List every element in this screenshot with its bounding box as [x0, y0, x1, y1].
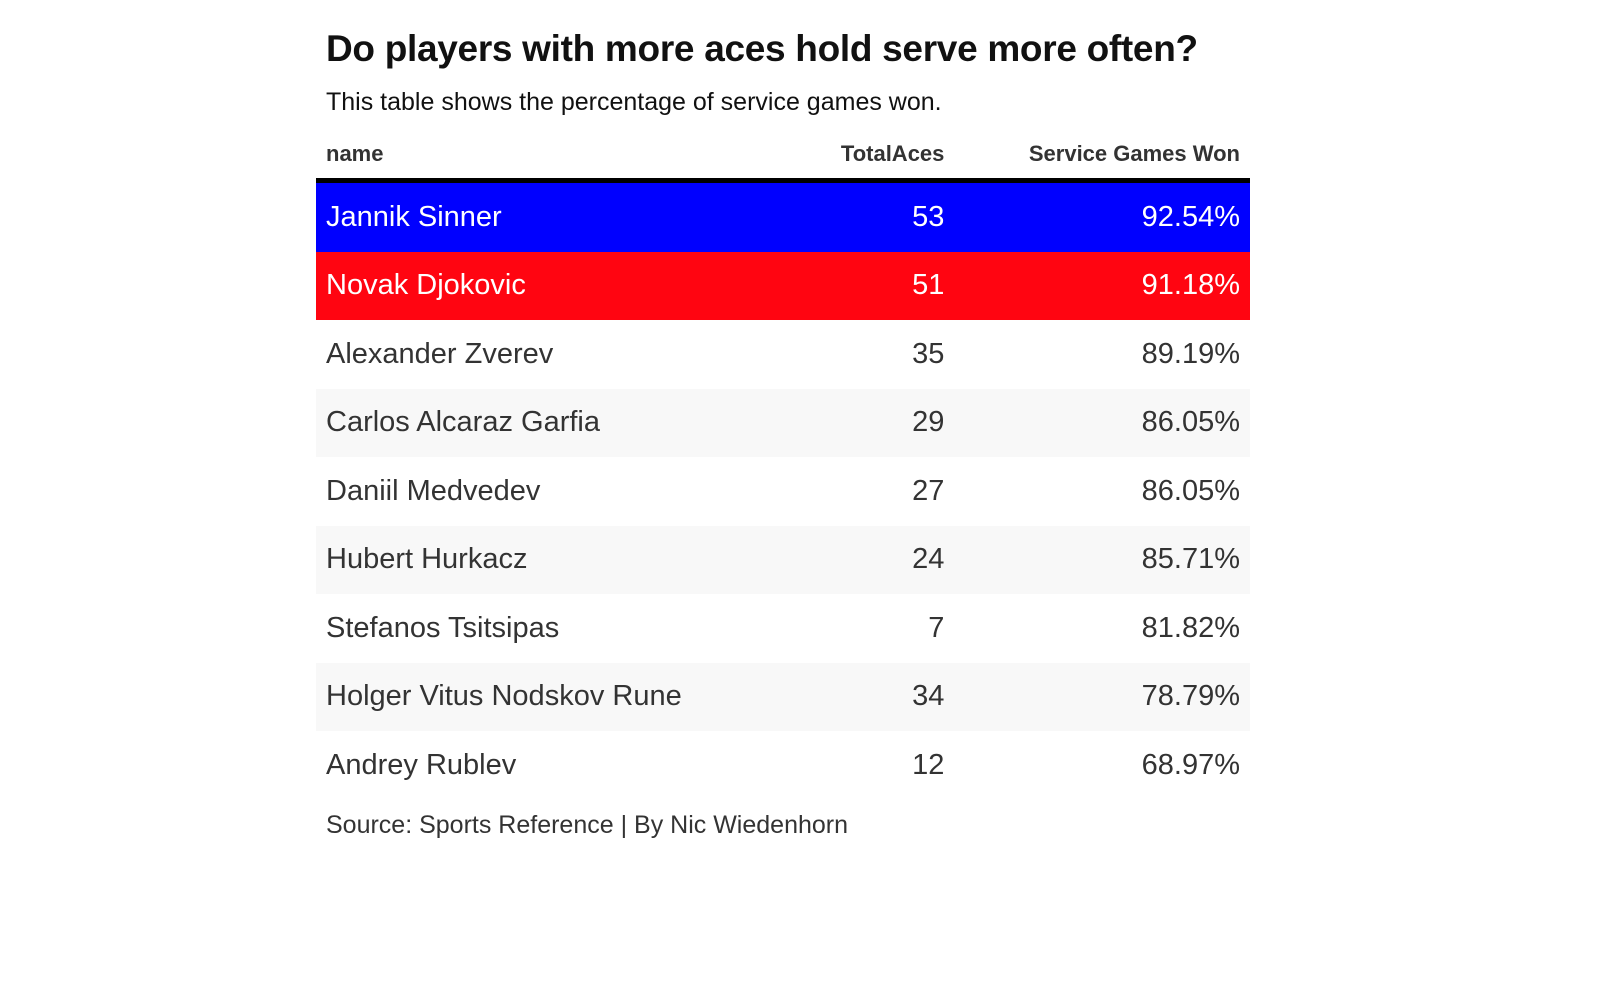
source-note: Source: Sports Reference | By Nic Wieden…: [326, 810, 849, 839]
table-row: Andrey Rublev 12 68.97%: [316, 731, 1250, 800]
cell-service-games-won: 91.18%: [954, 251, 1250, 320]
table-row: Holger Vitus Nodskov Rune 34 78.79%: [316, 662, 1250, 731]
cell-player-name: Carlos Alcaraz Garfia: [316, 388, 797, 457]
cell-service-games-won: 78.79%: [954, 662, 1250, 731]
header-row: name TotalAces Service Games Won: [316, 130, 1250, 183]
cell-player-name: Alexander Zverev: [326, 337, 554, 370]
table-header: name TotalAces Service Games Won: [316, 130, 1250, 183]
cell-total-aces: 51: [796, 251, 955, 320]
cell-service-games-won: 86.05%: [954, 388, 1250, 457]
data-table: name TotalAces Service Games Won Jannik …: [316, 130, 1250, 800]
cell-total-aces: 35: [912, 337, 945, 370]
page-title: Do players with more aces hold serve mor…: [326, 28, 1198, 69]
cell-player-name: Holger Vitus Nodskov Rune: [316, 662, 797, 731]
cell-service-games-won: 92.54%: [954, 180, 1250, 252]
cell-total-aces: 24: [796, 525, 955, 594]
cell-service-games-won: 89.19%: [1141, 337, 1240, 370]
cell-player-name: Stefanos Tsitsipas: [326, 611, 560, 644]
cell-player-name: Jannik Sinner: [316, 180, 797, 252]
column-header-name: name: [316, 130, 797, 183]
table-row: Hubert Hurkacz 24 85.71%: [316, 525, 1250, 594]
cell-total-aces: 53: [796, 180, 955, 252]
cell-total-aces: 29: [796, 388, 955, 457]
cell-service-games-won: 81.82%: [1141, 611, 1240, 644]
cell-total-aces: 12: [912, 748, 945, 781]
cell-player-name: Andrey Rublev: [326, 748, 517, 781]
cell-service-games-won: 85.71%: [954, 525, 1250, 594]
column-header-service-games-won: Service Games Won: [954, 130, 1250, 183]
cell-total-aces: 7: [928, 611, 945, 644]
cell-player-name: Daniil Medvedev: [326, 474, 541, 507]
table-row: Daniil Medvedev 27 86.05%: [316, 457, 1250, 526]
column-header-total-aces: TotalAces: [796, 130, 955, 183]
cell-player-name: Novak Djokovic: [316, 251, 797, 320]
table-row: Alexander Zverev 35 89.19%: [316, 320, 1250, 389]
cell-total-aces: 34: [796, 662, 955, 731]
page-subtitle: This table shows the percentage of servi…: [326, 88, 942, 116]
table-body: Jannik Sinner 53 92.54% Novak Djokovic 51 91.…: [316, 180, 1250, 800]
table-row: Jannik Sinner 53 92.54%: [316, 180, 1250, 252]
table-row: Novak Djokovic 51 91.18%: [316, 251, 1250, 320]
cell-total-aces: 27: [912, 474, 945, 507]
cell-player-name: Hubert Hurkacz: [316, 525, 797, 594]
cell-service-games-won: 68.97%: [1141, 748, 1240, 781]
cell-service-games-won: 86.05%: [1141, 474, 1240, 507]
table-row: Stefanos Tsitsipas 7 81.82%: [316, 594, 1250, 663]
table-row: Carlos Alcaraz Garfia 29 86.05%: [316, 388, 1250, 457]
table-figure: Do players with more aces hold serve mor…: [316, 24, 1250, 850]
